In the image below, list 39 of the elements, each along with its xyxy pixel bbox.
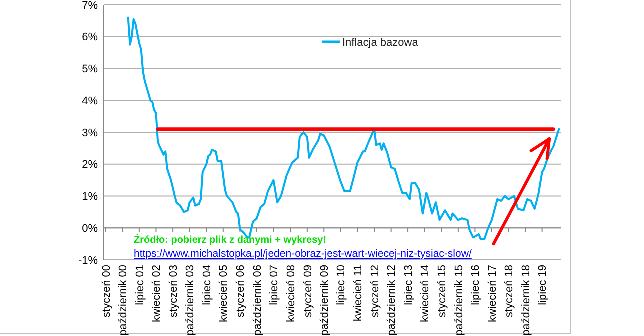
x-tick-label: październik 18 [520, 265, 532, 336]
y-tick-label: 4% [82, 95, 98, 108]
x-tick-label: lipiec 01 [134, 265, 146, 306]
x-tick-label: kwiecień 14 [420, 265, 432, 322]
x-tick-label: styczeń 12 [369, 265, 382, 318]
y-tick-label: 2% [82, 159, 98, 172]
x-tick-label: październik 00 [118, 265, 130, 336]
x-tick-label: styczeń 06 [235, 265, 248, 318]
x-tick-label: lipiec 10 [336, 265, 348, 306]
x-tick-label: lipiec 07 [268, 265, 281, 306]
x-tick-label: kwiecień 05 [218, 265, 230, 322]
x-tick-label: październik 09 [318, 265, 331, 336]
annotation: Źródło: pobierz plik z danymi + wykresy! [134, 234, 327, 246]
annotation: https://www.michalstopka.pl/jeden-obraz-jest-wart-wiecej-niz-tysiac-slow/ [134, 248, 472, 260]
x-tick-label: kwiecień 08 [285, 265, 298, 322]
x-tick-label: październik 15 [453, 265, 466, 336]
x-tick-label: październik 12 [386, 265, 398, 336]
x-tick-label: styczeń 18 [504, 265, 516, 318]
y-tick-label: 5% [82, 64, 98, 76]
y-tick-label: 3% [82, 127, 98, 140]
y-tick-label: 7% [82, 0, 98, 12]
y-tick-label: 0% [82, 222, 98, 235]
x-tick-label: lipiec 13 [402, 265, 415, 306]
legend-label: Inflacja bazowa [342, 36, 420, 49]
x-tick-label: kwiecień 11 [352, 265, 365, 322]
x-tick-label: styczeń 00 [100, 265, 113, 318]
x-tick-label: styczeń 09 [302, 265, 314, 318]
y-tick-label: 6% [82, 32, 98, 44]
x-tick-label: kwiecień 17 [486, 265, 499, 322]
x-tick-label: styczeń 15 [436, 265, 449, 318]
x-tick-label: styczeń 03 [168, 265, 180, 318]
x-tick-label: kwiecień 02 [151, 265, 164, 322]
x-tick-label: lipiec 19 [537, 265, 550, 306]
x-tick-label: lipiec 16 [470, 265, 482, 306]
y-tick-label: -1% [78, 254, 98, 267]
y-tick-label: 1% [82, 191, 98, 204]
x-tick-label: lipiec 04 [201, 265, 214, 306]
x-tick-label: październik 06 [252, 265, 264, 336]
x-tick-label: październik 03 [184, 265, 197, 336]
